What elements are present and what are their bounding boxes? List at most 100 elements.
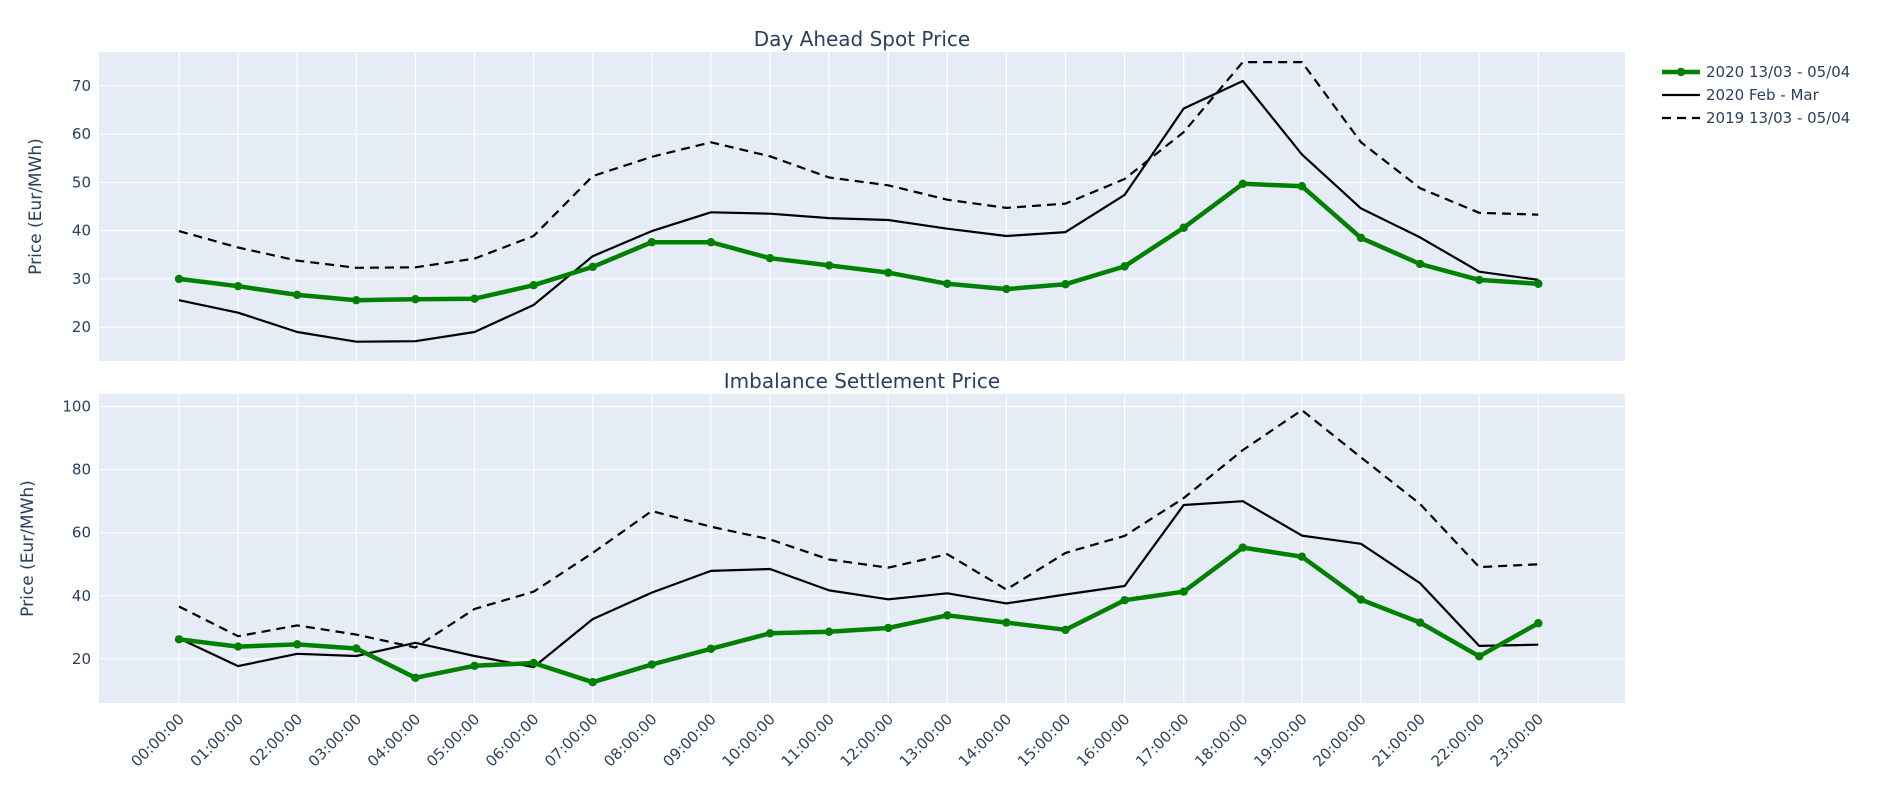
data-point <box>1356 233 1366 243</box>
x-tick-label: 03:00:00 <box>305 710 365 770</box>
x-tick-label: 08:00:00 <box>600 710 660 770</box>
legend-label: 2019 13/03 - 05/04 <box>1706 109 1850 127</box>
x-tick-label: 21:00:00 <box>1369 710 1429 770</box>
data-point <box>1061 280 1070 289</box>
y-tick-label: 70 <box>72 77 91 95</box>
data-point <box>293 640 302 649</box>
panel-title: Day Ahead Spot Price <box>754 27 970 51</box>
data-point <box>588 677 597 687</box>
data-point <box>824 261 834 270</box>
data-point <box>824 627 834 636</box>
data-point <box>174 274 184 284</box>
panel-title: Imbalance Settlement Price <box>724 369 1000 393</box>
data-point <box>943 279 952 288</box>
series-line <box>178 500 1539 669</box>
x-tick-label: 20:00:00 <box>1309 710 1369 770</box>
x-tick-label: 07:00:00 <box>541 710 601 770</box>
data-point <box>1061 625 1070 635</box>
chart-panel-2: 20 40 60 80 100 Imbalance Settlement Price Pri… <box>18 369 1625 770</box>
y-tick-label: 60 <box>72 524 91 542</box>
x-tick-label: 16:00:00 <box>1073 710 1133 770</box>
x-tick-label: 09:00:00 <box>659 710 719 770</box>
y-tick-label: 60 <box>72 125 91 143</box>
legend: 2020 13/03 - 05/04 2020 Feb - Mar 2019 13/… <box>1662 63 1850 127</box>
data-point <box>470 661 479 670</box>
x-tick-label: 12:00:00 <box>837 710 897 770</box>
data-point <box>647 660 656 669</box>
x-tick-label: 19:00:00 <box>1250 710 1310 770</box>
data-point <box>352 644 361 653</box>
data-point <box>1534 619 1543 628</box>
data-point <box>470 294 479 303</box>
data-point <box>233 642 243 651</box>
x-tick-label: 00:00:00 <box>127 710 187 770</box>
x-tick-label: 02:00:00 <box>246 710 306 770</box>
series-line <box>178 545 1540 685</box>
data-point <box>233 281 243 291</box>
series-line <box>178 79 1539 343</box>
data-point <box>1415 259 1425 269</box>
data-point <box>1534 279 1543 288</box>
x-tick-label: 17:00:00 <box>1132 710 1192 770</box>
data-point <box>884 623 893 633</box>
x-tick-label: 13:00:00 <box>896 710 956 770</box>
x-tick-label: 14:00:00 <box>955 710 1015 770</box>
data-point <box>1179 223 1188 232</box>
y-tick-label: 30 <box>72 270 91 288</box>
legend-label: 2020 Feb - Mar <box>1706 86 1820 104</box>
data-point <box>1297 182 1307 191</box>
data-point <box>765 629 775 638</box>
y-tick-label: 80 <box>72 461 91 479</box>
data-point <box>1297 552 1307 561</box>
chart-panel-1: 20 30 40 50 60 70 Day Ahead Spot Price Price (E… <box>26 27 1625 361</box>
y-tick-label: 20 <box>72 318 91 336</box>
legend-label: 2020 13/03 - 05/04 <box>1706 63 1850 81</box>
data-point <box>1356 595 1366 604</box>
series-line <box>178 409 1539 649</box>
data-point <box>706 644 716 653</box>
x-tick-label: 11:00:00 <box>778 710 838 770</box>
data-point <box>1475 275 1484 285</box>
data-point <box>1120 596 1129 605</box>
data-point <box>1238 179 1248 189</box>
y-tick-label: 100 <box>62 398 91 416</box>
y-tick-label: 50 <box>72 173 91 191</box>
data-point <box>411 673 420 682</box>
x-tick-label: 04:00:00 <box>364 710 424 770</box>
data-point <box>588 262 597 272</box>
legend-marker <box>1676 67 1686 77</box>
data-point <box>1002 284 1011 294</box>
y-tick-label: 40 <box>72 222 91 240</box>
x-tick-label: 15:00:00 <box>1014 710 1074 770</box>
y-tick-label: 20 <box>72 650 91 668</box>
data-point <box>706 238 716 247</box>
plot-area <box>99 52 1625 361</box>
data-point <box>943 611 952 620</box>
data-point <box>293 290 302 300</box>
x-tick-label: 23:00:00 <box>1487 710 1547 770</box>
x-tick-label: 18:00:00 <box>1191 710 1251 770</box>
y-tick-label: 40 <box>72 587 91 605</box>
data-point <box>1415 618 1425 627</box>
y-axis-label: Price (Eur/MWh) <box>26 138 46 275</box>
data-point <box>1002 618 1011 627</box>
data-point <box>1475 652 1484 661</box>
data-point <box>352 295 361 305</box>
data-point <box>1179 587 1188 596</box>
data-point <box>529 280 538 290</box>
series-line <box>178 60 1539 269</box>
plot-area <box>99 394 1625 703</box>
data-point <box>1238 543 1248 552</box>
data-point <box>1120 262 1129 271</box>
data-point <box>174 635 184 644</box>
series-line <box>178 181 1539 303</box>
x-tick-label: 01:00:00 <box>187 710 247 770</box>
data-point <box>765 253 775 263</box>
data-point <box>647 238 656 247</box>
y-axis-label: Price (Eur/MWh) <box>18 480 38 617</box>
data-point <box>411 295 420 304</box>
x-tick-label: 10:00:00 <box>718 710 778 770</box>
data-point <box>529 658 538 668</box>
x-tick-label: 06:00:00 <box>482 710 542 770</box>
